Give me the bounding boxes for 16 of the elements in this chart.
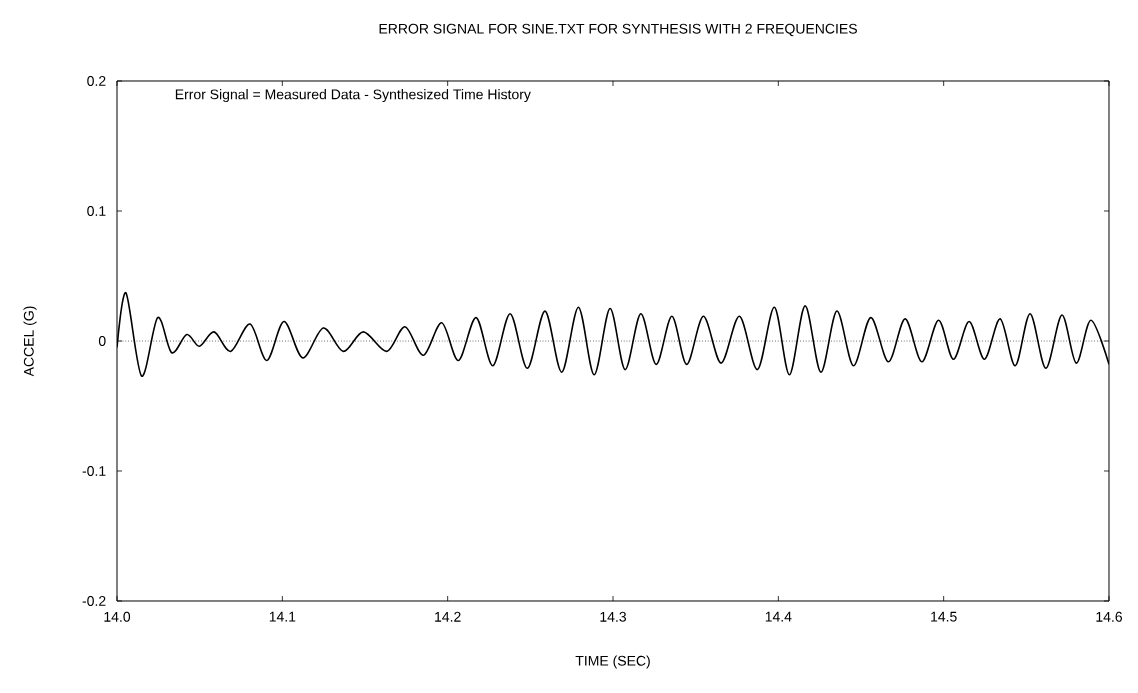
x-tick-label: 14.2 xyxy=(435,611,461,622)
annotation: Error Signal = Measured Data - Synthesized Time History xyxy=(175,89,531,103)
y-tick-label: -0.1 xyxy=(82,466,106,476)
x-tick-label: 14.5 xyxy=(931,611,957,622)
y-tick-label: 0.1 xyxy=(87,206,106,216)
x-tick-label: 14.6 xyxy=(1096,611,1122,622)
x-tick-label: 14.0 xyxy=(104,611,131,622)
chart-title: ERROR SIGNAL FOR SINE.TXT FOR SYNTHESIS WITH 2 FREQUENCIES xyxy=(379,23,857,37)
y-tick-label: 0 xyxy=(98,336,106,346)
x-tick-label: 14.4 xyxy=(765,611,792,622)
x-axis-title: TIME (SEC) xyxy=(575,655,650,669)
x-tick-label: 14.3 xyxy=(600,611,626,622)
y-axis-title: ACCEL (G) xyxy=(23,306,37,377)
x-tick-label: 14.1 xyxy=(269,611,296,622)
y-tick-label: -0.2 xyxy=(82,596,106,606)
y-tick-label: 0.2 xyxy=(87,76,106,86)
